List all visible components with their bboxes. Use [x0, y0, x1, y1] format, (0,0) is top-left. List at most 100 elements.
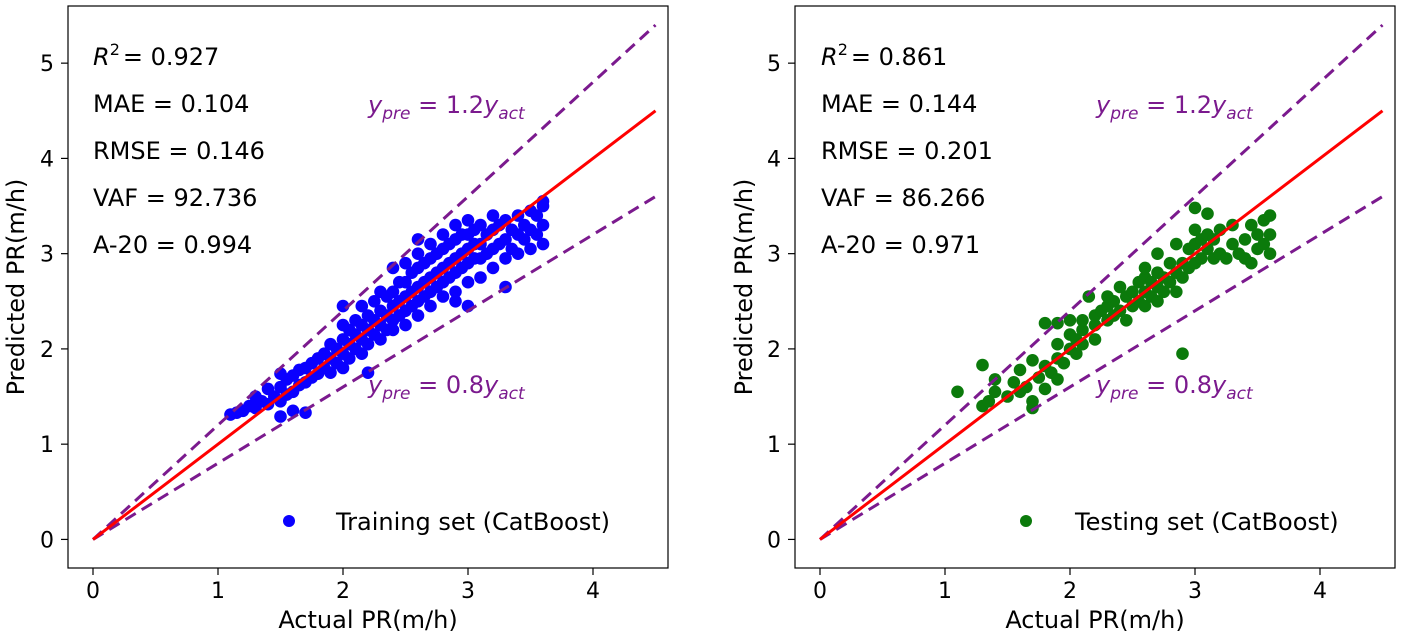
x-tick-label: 1: [211, 579, 225, 604]
x-tick-label: 3: [1188, 579, 1202, 604]
data-point: [1245, 256, 1258, 270]
data-point: [436, 290, 450, 303]
data-point: [486, 261, 500, 275]
data-point: [411, 233, 425, 246]
axes-frame: [794, 5, 1396, 569]
legend-marker: [1020, 515, 1032, 527]
data-point: [1026, 354, 1039, 367]
data-point: [399, 256, 412, 270]
mae-metric: MAE = 0.104: [93, 90, 249, 118]
data-point: [1201, 207, 1214, 220]
x-tick-label: 3: [461, 579, 475, 604]
data-point: [424, 299, 437, 313]
data-point: [449, 218, 462, 232]
y-axis-label: Predicted PR(m/h): [2, 179, 30, 396]
testing-points: [951, 201, 1277, 415]
data-point: [336, 361, 350, 375]
data-point: [1251, 228, 1264, 241]
data-point: [1195, 252, 1208, 265]
data-point: [1188, 201, 1202, 215]
data-point: [436, 228, 450, 241]
data-point: [1263, 209, 1277, 222]
upper-bound-label: ypre = 1.2yact: [367, 91, 526, 124]
data-point: [461, 214, 475, 227]
data-point: [1220, 252, 1233, 265]
data-point: [951, 385, 964, 399]
r2-metric: R2 = 0.861: [821, 40, 947, 71]
data-point: [368, 295, 381, 308]
data-point: [411, 247, 425, 260]
data-point: [1151, 295, 1164, 308]
reference-lines: [818, 23, 1384, 541]
y-tick-label: 3: [40, 243, 54, 268]
a20-metric: A-20 = 0.971: [821, 231, 980, 259]
y-tick-label: 4: [767, 147, 781, 172]
data-point: [1120, 314, 1133, 327]
data-point: [1138, 299, 1152, 313]
data-point: [461, 275, 475, 289]
data-point: [274, 410, 287, 423]
data-point: [386, 261, 400, 275]
x-tick-label: 0: [813, 579, 827, 604]
data-point: [1057, 356, 1071, 370]
y-tick-label: 1: [40, 433, 54, 458]
x-tick-label: 4: [586, 579, 600, 604]
data-point: [1157, 285, 1171, 299]
data-point: [1113, 280, 1127, 294]
data-point: [1051, 373, 1064, 386]
rmse-metric: RMSE = 0.201: [821, 137, 993, 165]
y-tick-label: 2: [767, 338, 781, 363]
data-point: [518, 233, 531, 246]
data-point: [1257, 237, 1271, 251]
data-point: [486, 209, 500, 222]
y-tick-label: 0: [767, 528, 781, 553]
upper-bound-line: [818, 23, 1384, 541]
data-point: [1051, 337, 1064, 351]
x-tick-label: 2: [1063, 579, 1077, 604]
data-point: [1170, 285, 1183, 299]
data-point: [1070, 347, 1083, 361]
data-point: [1138, 261, 1152, 275]
data-point: [1263, 247, 1277, 260]
y-tick-label: 5: [40, 52, 54, 77]
data-point: [524, 242, 537, 256]
data-point: [976, 358, 989, 372]
y-tick-label: 0: [40, 528, 54, 553]
vaf-metric: VAF = 92.736: [93, 184, 257, 212]
x-tick-label: 2: [336, 579, 350, 604]
lower-bound-label: ypre = 0.8yact: [367, 371, 526, 404]
data-point: [499, 233, 512, 246]
data-point: [324, 366, 337, 380]
y-tick-label: 4: [40, 147, 54, 172]
data-point: [474, 271, 487, 284]
data-point: [355, 299, 369, 313]
perfect-fit-line: [92, 109, 657, 541]
data-point: [1126, 285, 1139, 299]
data-point: [982, 395, 996, 408]
data-point: [343, 352, 356, 365]
data-point: [1263, 228, 1277, 241]
data-point: [530, 209, 544, 222]
data-point: [386, 285, 400, 299]
data-point: [1088, 333, 1102, 346]
a20-metric: A-20 = 0.994: [93, 231, 252, 259]
panel-training: 0 1 2 3 4 0 1 2 3 4 5 Actual PR(m/h) Predicted PR(…: [2, 5, 669, 633]
data-point: [1076, 323, 1089, 337]
legend-label: Testing set (CatBoost): [1074, 508, 1339, 536]
x-axis-label: Actual PR(m/h): [278, 606, 457, 633]
data-point: [399, 275, 412, 289]
axis-ticks: 0 1 2 3 4 0 1 2 3 4 5: [767, 52, 1327, 604]
y-tick-label: 5: [767, 52, 781, 77]
data-point: [1007, 376, 1021, 389]
upper-bound-label: ypre = 1.2yact: [1095, 91, 1254, 124]
data-point: [374, 333, 387, 346]
upper-bound-line: [91, 23, 657, 541]
y-axis-label: Predicted PR(m/h): [730, 179, 758, 396]
lower-bound-line: [92, 195, 657, 541]
axis-ticks: 0 1 2 3 4 0 1 2 3 4 5: [40, 52, 600, 604]
panel-testing: 0 1 2 3 4 0 1 2 3 4 5 Actual PR(m/h) Predicted PR(…: [730, 5, 1396, 633]
perfect-fit-line: [819, 109, 1384, 541]
data-point: [1226, 237, 1239, 251]
data-point: [1038, 316, 1052, 330]
